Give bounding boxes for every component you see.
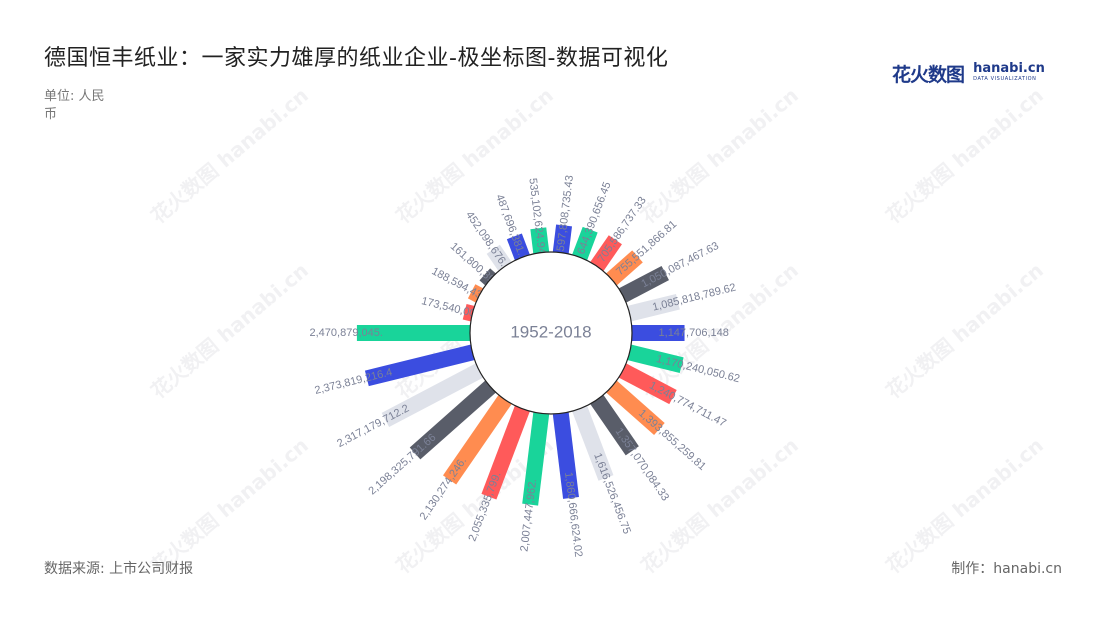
bar-value-label: 2,130,274,246. bbox=[418, 455, 470, 522]
bar-value-label: 2,470,879,045. bbox=[310, 327, 383, 339]
bar-value-label: 535,102,624.94 bbox=[526, 177, 547, 254]
logo-subtitle: DATA VISUALIZATION bbox=[973, 75, 1037, 82]
bar[interactable] bbox=[409, 380, 496, 460]
bar-group: 1,616,526,456.75 bbox=[572, 405, 633, 536]
logo-english-block: hanabi.cn DATA VISUALIZATION bbox=[973, 60, 1045, 85]
bar[interactable] bbox=[552, 412, 579, 499]
bar[interactable] bbox=[572, 405, 614, 481]
hanabi-logo: 花火数图 hanabi.cn DATA VISUALIZATION bbox=[892, 60, 1045, 87]
unit-label: 单位: 人民币 bbox=[44, 89, 105, 122]
bar[interactable] bbox=[619, 265, 669, 303]
bar[interactable] bbox=[590, 235, 622, 271]
center-circle bbox=[469, 251, 633, 415]
bar[interactable] bbox=[627, 344, 684, 373]
center-label: 1952-2018 bbox=[510, 322, 591, 341]
bar-value-label: 1,147,706,148 bbox=[659, 327, 729, 339]
bar[interactable] bbox=[467, 284, 483, 303]
bar[interactable] bbox=[486, 244, 512, 271]
bar-value-label: 2,198,325,791.66 bbox=[366, 432, 438, 498]
bar[interactable] bbox=[606, 250, 643, 286]
logo-chinese-text: 花火数图 bbox=[892, 64, 965, 86]
bar[interactable] bbox=[481, 405, 530, 500]
bar-group: 597,808,735.43 bbox=[552, 175, 576, 254]
bar-group: 1,147,706,148 bbox=[632, 325, 729, 341]
bar-value-label: 2,317,179,712.2 bbox=[335, 402, 411, 450]
bar-value-label: 597,808,735.43 bbox=[555, 175, 576, 252]
bar[interactable] bbox=[590, 395, 639, 456]
bar-group: 2,470,879,045. bbox=[310, 325, 470, 341]
bar[interactable] bbox=[627, 293, 680, 322]
bar[interactable] bbox=[572, 226, 598, 261]
bar-value-label: 1,616,526,456.75 bbox=[591, 451, 633, 535]
bar[interactable] bbox=[632, 325, 685, 341]
bar-value-label: 1,860,666,624.02 bbox=[562, 471, 584, 557]
bar[interactable] bbox=[606, 380, 665, 436]
bar[interactable] bbox=[619, 363, 677, 405]
chart-title: 德国恒丰纸业：一家实力雄厚的纸业企业-极坐标图-数据可视化 bbox=[44, 46, 669, 71]
credit-text: 制作：hanabi.cn bbox=[951, 561, 1062, 577]
bar[interactable] bbox=[530, 227, 550, 254]
bar[interactable] bbox=[522, 412, 550, 506]
bar[interactable] bbox=[381, 363, 483, 428]
bar-value-label: 2,055,335,799. bbox=[466, 470, 503, 543]
bar-value-label: 2,007,447,962. bbox=[518, 478, 539, 552]
bar[interactable] bbox=[479, 268, 496, 286]
bar[interactable] bbox=[356, 325, 470, 341]
data-source: 数据来源: 上市公司财报 bbox=[44, 561, 194, 577]
bar-group: 535,102,624.94 bbox=[526, 177, 550, 255]
bar[interactable] bbox=[443, 395, 512, 485]
bar[interactable] bbox=[552, 224, 573, 254]
logo-english-text: hanabi.cn bbox=[973, 60, 1045, 76]
bar[interactable] bbox=[364, 344, 475, 387]
bar-group: 2,055,335,799. bbox=[466, 405, 530, 543]
bar[interactable] bbox=[506, 233, 530, 261]
